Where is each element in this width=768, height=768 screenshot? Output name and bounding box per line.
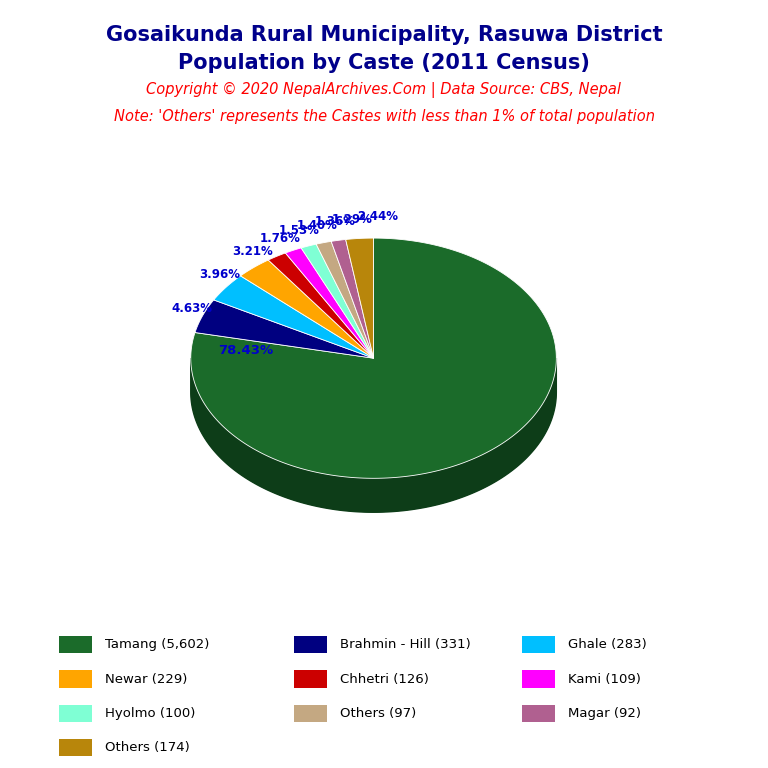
Polygon shape <box>316 241 373 358</box>
Text: 1.36%: 1.36% <box>315 215 356 228</box>
Polygon shape <box>268 253 373 358</box>
Text: Brahmin - Hill (331): Brahmin - Hill (331) <box>339 638 471 651</box>
Text: Newar (229): Newar (229) <box>104 673 187 686</box>
Text: Ghale (283): Ghale (283) <box>568 638 647 651</box>
Bar <box>59 704 92 722</box>
Polygon shape <box>331 240 373 358</box>
Text: 1.76%: 1.76% <box>260 231 300 244</box>
Text: Others (174): Others (174) <box>104 741 190 754</box>
Polygon shape <box>195 300 373 358</box>
Bar <box>294 670 327 688</box>
Text: 3.21%: 3.21% <box>232 245 273 257</box>
Text: Copyright © 2020 NepalArchives.Com | Data Source: CBS, Nepal: Copyright © 2020 NepalArchives.Com | Dat… <box>147 82 621 98</box>
Text: 4.63%: 4.63% <box>172 302 213 315</box>
Text: 1.53%: 1.53% <box>279 224 319 237</box>
Text: Note: 'Others' represents the Castes with less than 1% of total population: Note: 'Others' represents the Castes wit… <box>114 109 654 124</box>
Polygon shape <box>190 358 556 512</box>
Bar <box>522 636 555 654</box>
Text: Population by Caste (2011 Census): Population by Caste (2011 Census) <box>178 53 590 73</box>
Text: Gosaikunda Rural Municipality, Rasuwa District: Gosaikunda Rural Municipality, Rasuwa Di… <box>106 25 662 45</box>
Polygon shape <box>190 358 556 512</box>
Text: 2.44%: 2.44% <box>357 210 398 223</box>
Bar <box>294 704 327 722</box>
Bar <box>59 670 92 688</box>
Polygon shape <box>346 238 373 358</box>
Text: 1.40%: 1.40% <box>297 219 338 232</box>
Polygon shape <box>214 276 373 358</box>
Polygon shape <box>286 248 373 358</box>
Polygon shape <box>301 244 373 358</box>
Bar <box>522 704 555 722</box>
Text: 78.43%: 78.43% <box>218 344 273 357</box>
Polygon shape <box>190 238 556 478</box>
Text: Hyolmo (100): Hyolmo (100) <box>104 707 195 720</box>
Bar <box>522 670 555 688</box>
Text: Chhetri (126): Chhetri (126) <box>339 673 429 686</box>
Bar <box>294 636 327 654</box>
Text: Tamang (5,602): Tamang (5,602) <box>104 638 209 651</box>
Polygon shape <box>240 260 373 358</box>
Text: Others (97): Others (97) <box>339 707 416 720</box>
Text: 1.29%: 1.29% <box>332 213 373 226</box>
Text: Kami (109): Kami (109) <box>568 673 641 686</box>
Text: Magar (92): Magar (92) <box>568 707 641 720</box>
Bar <box>59 636 92 654</box>
Bar <box>59 739 92 756</box>
Text: 3.96%: 3.96% <box>200 268 240 281</box>
